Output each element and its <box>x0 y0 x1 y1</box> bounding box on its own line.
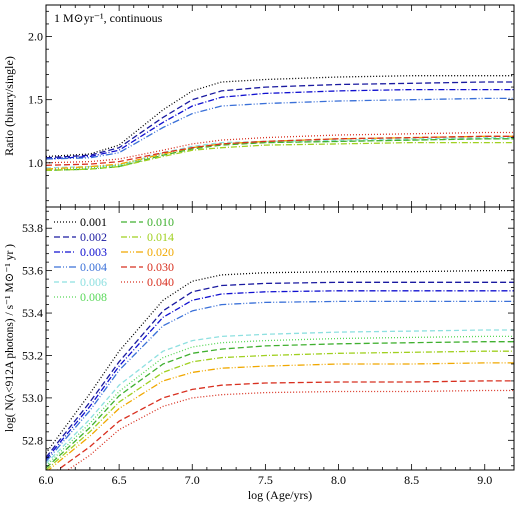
photon-series-line-0-002 <box>46 281 514 458</box>
legend-label: 0.008 <box>80 290 107 304</box>
legend-item: 0.006 <box>54 275 107 289</box>
ratio-y-tick-label: 1.5 <box>28 93 43 107</box>
photon-series-line-0-008 <box>46 335 514 467</box>
ratio-y-axis-label: Ratio (binary/single) <box>2 56 16 156</box>
legend-label: 0.004 <box>80 260 107 274</box>
legend-label: 0.006 <box>80 275 107 289</box>
ratio-series-line-0-014 <box>46 141 514 172</box>
ratio-series-line-0-008 <box>46 138 514 170</box>
legend-label: 0.002 <box>80 230 107 244</box>
legend-label: 0.014 <box>147 230 174 244</box>
legend-item: 0.003 <box>54 245 107 259</box>
photon-series-line-0-030 <box>56 380 514 470</box>
photon-y-tick-label: 53.4 <box>22 306 43 320</box>
photon-y-tick-label: 52.8 <box>22 433 43 447</box>
ratio-panel-annotation: 1 M⊙yr⁻¹, continuous <box>54 11 163 25</box>
photon-y-tick-label: 53.8 <box>22 221 43 235</box>
ratio-series-line-0-002 <box>46 81 514 159</box>
legend-label: 0.003 <box>80 245 107 259</box>
photon-x-tick-label: 9.0 <box>477 473 492 487</box>
legend-item: 0.001 <box>54 215 107 229</box>
ratio-series-group <box>46 75 514 172</box>
photon-panel: 6.0 6.5 7.0 7.5 8.0 8.5 9.0 52.8 53.0 53.2 53.4 53.… <box>4 206 515 487</box>
ratio-y-tick-label: 2.0 <box>28 30 43 44</box>
legend-item: 0.004 <box>54 260 107 274</box>
legend-item: 0.014 <box>121 230 174 244</box>
photon-y-tick-label: 53.0 <box>22 391 43 405</box>
photon-series-line-0-020 <box>47 362 514 470</box>
legend-label: 0.040 <box>147 275 174 289</box>
ratio-panel-frame <box>45 4 515 208</box>
photon-series-line-0-004 <box>46 300 514 462</box>
legend-item: 0.030 <box>121 260 174 274</box>
x-axis-label: log (Age/yrs) <box>248 488 312 502</box>
legend-label: 0.030 <box>147 260 174 274</box>
ratio-series-line-0-030 <box>46 135 514 166</box>
ratio-series-line-0-003 <box>46 88 514 160</box>
photon-x-tick-label: 8.0 <box>331 473 346 487</box>
ratio-series-line-0-006 <box>46 136 514 169</box>
photon-x-tick-label: 6.5 <box>112 473 127 487</box>
photon-series-line-0-006 <box>46 329 514 465</box>
photon-y-tick-label: 53.2 <box>22 348 43 362</box>
ratio-axis-ticks: 1.0 1.5 2.0 <box>28 5 515 207</box>
ratio-series-line-0-004 <box>46 97 514 160</box>
ratio-series-line-0-010 <box>46 138 514 172</box>
photon-panel-frame <box>45 206 515 471</box>
photon-y-axis-label: log( N(λ<912A photons) / s⁻¹ M⊙⁻¹ yr ) <box>4 244 16 432</box>
legend-item: 0.008 <box>54 290 107 304</box>
legend-item: 0.010 <box>121 215 174 229</box>
photon-series-line-0-003 <box>46 290 514 460</box>
legend-label: 0.010 <box>147 215 174 229</box>
legend-item: 0.040 <box>121 275 174 289</box>
legend-item: 0.002 <box>54 230 107 244</box>
legend-item: 0.020 <box>121 245 174 259</box>
ratio-panel: 1.0 1.5 2.0 1 M⊙yr⁻¹, continuous Ratio (bi… <box>2 4 515 208</box>
photon-series-line-0-040 <box>66 389 514 470</box>
photon-x-tick-label: 8.5 <box>404 473 419 487</box>
photon-x-tick-label: 7.5 <box>258 473 273 487</box>
ratio-y-tick-label: 1.0 <box>28 156 43 170</box>
photon-series-line-0-001 <box>46 269 514 454</box>
legend-label: 0.020 <box>147 245 174 259</box>
photon-series-line-0-014 <box>46 350 514 470</box>
ratio-series-line-0-040 <box>46 131 514 164</box>
photon-x-tick-label: 6.0 <box>39 473 54 487</box>
photon-y-tick-label: 53.6 <box>22 264 43 278</box>
photon-x-tick-label: 7.0 <box>185 473 200 487</box>
legend-label: 0.001 <box>80 215 107 229</box>
photon-series-group <box>46 269 514 470</box>
photon-series-line-0-010 <box>46 341 514 469</box>
